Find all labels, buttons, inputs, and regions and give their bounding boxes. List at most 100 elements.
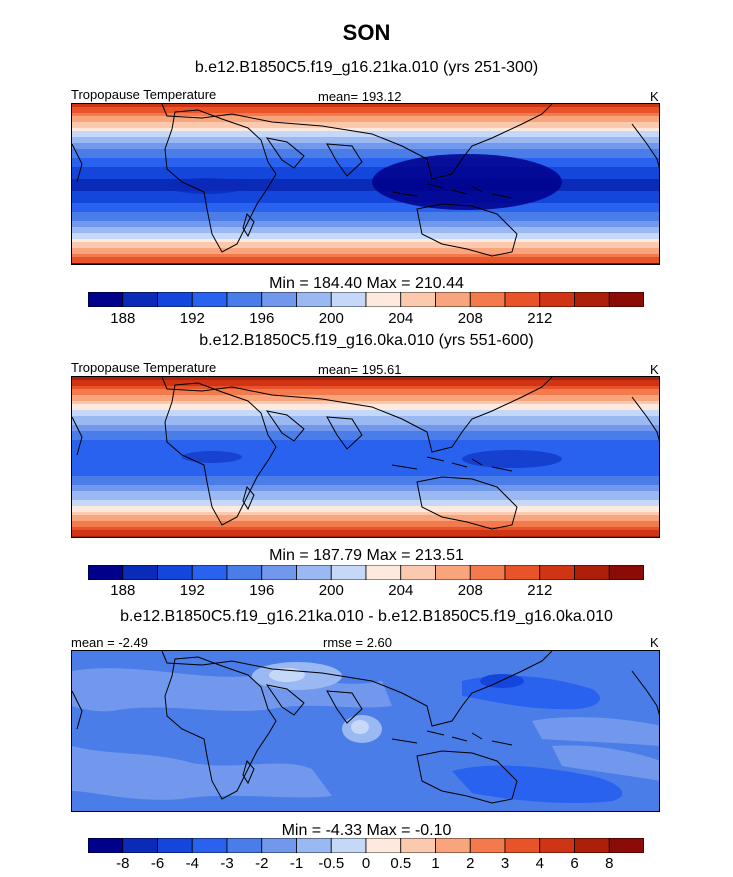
panel-2-latitude-band: [72, 389, 659, 393]
panel-3-mean-label: mean = -2.49: [71, 635, 148, 650]
panel-2-latitude-band: [72, 449, 659, 453]
panel-1-latitude-band: [72, 173, 659, 177]
panel-2-field: [72, 377, 659, 537]
panel-2-latitude-band: [72, 398, 659, 402]
panel-1-colorbar-labels: 188 192 196 200 204 208 212: [88, 310, 644, 328]
panel-2-latitude-band: [72, 497, 659, 501]
panel-1-map: [71, 103, 660, 265]
panel-1-colorbar-box: [330, 292, 367, 307]
panel-1-field: [72, 104, 659, 264]
panel-1-latitude-band: [72, 134, 659, 138]
panel-1-colorbar-box: [469, 292, 506, 307]
panel-1-latitude-band: [72, 188, 659, 192]
panel-3-title: b.e12.B1850C5.f19_g16.21ka.010 - b.e12.B…: [120, 608, 613, 625]
panel-3-colorbar-tick-label: -6: [150, 855, 165, 872]
panel-1-latitude-band: [72, 107, 659, 111]
panel-2-colorbar-box: [296, 565, 332, 580]
panel-2-latitude-band: [72, 386, 659, 390]
panel-1-latitude-band: [72, 224, 659, 228]
panel-2-mean-label: mean= 195.61: [318, 362, 402, 377]
panel-3-coast-arabia: [265, 684, 305, 716]
panel-3-colorbar-labels: -8 -6 -4 -3 -2 -1 -0.5 0 0.5 1 2 3 4 6 8: [88, 855, 644, 873]
panel-3-patch-light-west: [552, 745, 659, 781]
panel-2-colorbar-box: [157, 565, 193, 580]
panel-3-colorbar-tick-label: 0.5: [390, 855, 412, 872]
panel-1-latitude-band: [72, 140, 659, 144]
panel-1-latitude-band: [72, 203, 659, 207]
panel-3-colorbar-tick-label: 6: [570, 855, 579, 872]
panel-2-latitude-band: [72, 461, 659, 465]
panel-3-colorbar-box: [122, 838, 158, 853]
panel-1-anomalies: [167, 154, 562, 210]
panel-1-latitude-band: [72, 119, 659, 123]
panel-3-coast-africa: [164, 656, 277, 800]
panel-2-colorbar-box: [608, 565, 644, 580]
panel-2-latitude-band: [72, 509, 659, 513]
panel-1-coast-africa: [164, 109, 277, 253]
panel-3-patches: [72, 662, 659, 804]
panel-3-colorbar-box: [191, 838, 228, 853]
panel-3-units-label: K: [650, 635, 659, 650]
panel-3-colorbar-tick-label: 3: [500, 855, 510, 872]
panel-2-pacific-low: [462, 450, 562, 468]
panel-1-colorbar-tick-label: 204: [388, 310, 414, 327]
panel-2-latitude-band: [72, 383, 659, 387]
panel-1-latitude-band: [72, 230, 659, 234]
panel-3-core-dark: [480, 674, 524, 688]
panel-3-colorbar-box: [226, 838, 263, 853]
panel-2-colorbar-box: [226, 565, 263, 580]
panel-1-variable-label: Tropopause Temperature: [71, 87, 217, 102]
panel-3-coastlines: [72, 651, 659, 804]
panel-1-latitude-band: [72, 128, 659, 132]
panel-3-patch-light-north: [72, 668, 392, 712]
panel-2-map: [71, 376, 660, 538]
panel-2-latitude-band: [72, 422, 659, 426]
panel-1-mean-label: mean= 193.12: [318, 89, 402, 104]
panel-3-colorbar: [88, 838, 644, 853]
panel-1-units-label: K: [650, 89, 659, 104]
panel-3-coast-madagascar: [242, 759, 255, 785]
panel-2-latitude-band: [72, 458, 659, 462]
panel-2-stats: Min = 187.79 Max = 213.51: [269, 547, 464, 564]
panel-1-latitude-band: [72, 146, 659, 150]
panel-2-latitude-band: [72, 416, 659, 420]
panel-2-latitude-band: [72, 407, 659, 411]
panel-2-latitude-band: [72, 464, 659, 468]
panel-1-colorbar-box: [365, 292, 402, 307]
panel-3-stats: Min = -4.33 Max = -0.10: [281, 822, 452, 839]
panel-2-latitude-band: [72, 410, 659, 414]
panel-3-patch-dark-south: [452, 765, 623, 804]
panel-1-colorbar-tick-label: 192: [179, 310, 205, 327]
panel-3-colorbar-box: [469, 838, 506, 853]
panel-1-africa-low: [167, 178, 247, 194]
panel-3-colorbar-tick-label: -4: [185, 855, 199, 872]
panel-2-latitude-band: [72, 470, 659, 474]
panel-2-latitude-band: [72, 425, 659, 429]
panel-1-colorbar-tick-label: 188: [110, 310, 136, 327]
panel-2-colorbar-tick-label: 208: [457, 582, 483, 599]
panel-1-colorbar-box: [88, 292, 124, 307]
panel-1-latitude-band: [72, 191, 659, 195]
panel-2-latitude-band: [72, 452, 659, 456]
panel-1-latitude-band: [72, 254, 659, 258]
panel-2-coast-indonesia: [391, 456, 513, 472]
panel-2-latitude-band: [72, 512, 659, 516]
panel-2-latitude-band: [72, 524, 659, 528]
panel-2-latitude-band: [72, 491, 659, 495]
panel-1-coastlines: [72, 104, 659, 264]
panel-1-latitude-band: [72, 251, 659, 255]
panel-1-latitude-band: [72, 182, 659, 186]
panel-2-latitude-band: [72, 419, 659, 423]
panel-2-latitude-band: [72, 467, 659, 471]
panel-1-colorbar-box: [400, 292, 436, 307]
panel-2-latitude-band: [72, 440, 659, 444]
panel-1-stats: Min = 184.40 Max = 210.44: [269, 275, 464, 292]
panel-2-colorbar-tick-label: 212: [527, 582, 553, 599]
panel-2-latitude-band: [72, 455, 659, 459]
panel-3-colorbar-box: [330, 838, 367, 853]
panel-3-colorbar-tick-label: -3: [220, 855, 234, 872]
figure-title: SON: [342, 20, 391, 45]
panel-2-colorbar: [88, 565, 644, 580]
panel-1-latitude-band: [72, 155, 659, 159]
panel-2-colorbar-tick-label: 204: [388, 582, 414, 599]
